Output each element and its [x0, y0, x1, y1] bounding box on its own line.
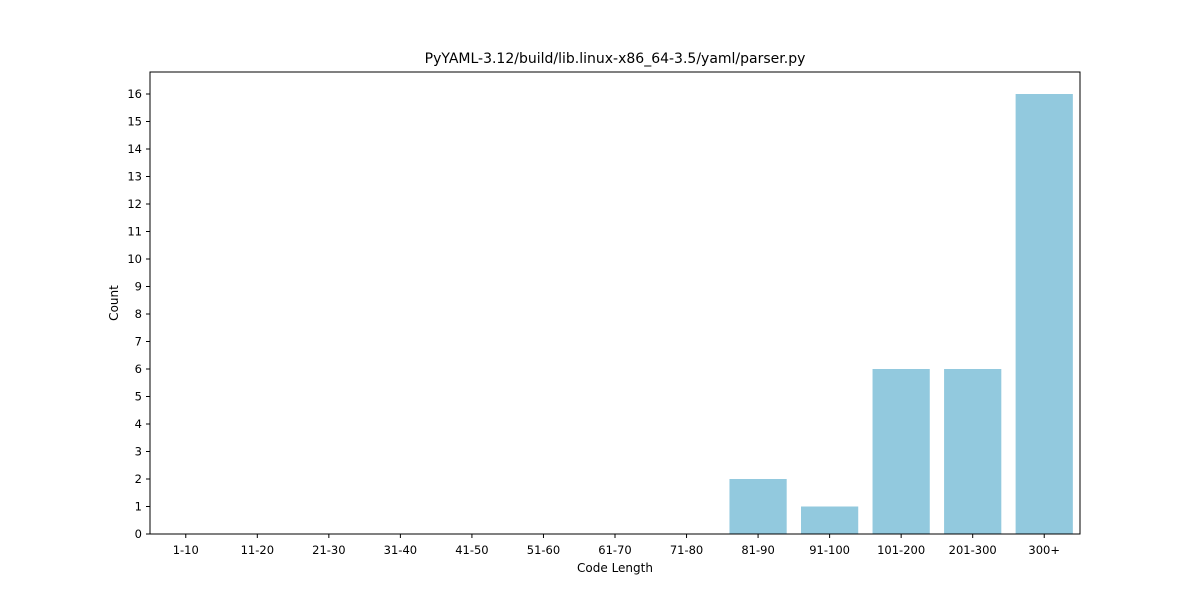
y-tick-label: 16 [127, 87, 142, 101]
x-tick-label: 101-200 [877, 543, 925, 557]
y-tick-label: 1 [135, 500, 142, 514]
y-tick-label: 8 [135, 307, 142, 321]
y-axis-label: Count [107, 285, 121, 321]
chart-title: PyYAML-3.12/build/lib.linux-x86_64-3.5/y… [425, 51, 806, 67]
y-tick-label: 12 [127, 197, 142, 211]
bar-201-300 [944, 369, 1002, 534]
x-tick-label: 81-90 [741, 543, 774, 557]
x-axis-label: Code Length [577, 561, 653, 575]
bar-101-200 [872, 369, 930, 534]
x-tick-label: 31-40 [384, 543, 417, 557]
y-tick-label: 2 [135, 472, 142, 486]
x-tick-label: 11-20 [241, 543, 274, 557]
y-tick-label: 11 [127, 225, 142, 239]
plot-frame [149, 71, 1081, 535]
x-tick-label: 61-70 [598, 543, 631, 557]
bar-91-100 [801, 506, 859, 534]
y-tick-label: 15 [127, 115, 142, 129]
x-tick-label: 71-80 [670, 543, 703, 557]
y-tick-label: 3 [135, 445, 142, 459]
x-axis-ticks: 1-10 11-20 21-30 31-40 41-50 51-60 61-70 71-80 8… [173, 534, 1060, 557]
x-tick-label: 300+ [1028, 543, 1060, 557]
bars-layer [729, 94, 1073, 534]
y-tick-label: 14 [127, 142, 142, 156]
x-tick-label: 91-100 [809, 543, 850, 557]
y-tick-label: 13 [127, 170, 142, 184]
y-tick-label: 0 [135, 527, 142, 541]
bar-300+ [1015, 94, 1073, 534]
y-tick-label: 5 [135, 390, 142, 404]
y-tick-label: 10 [127, 252, 142, 266]
y-tick-label: 7 [135, 335, 142, 349]
x-tick-label: 51-60 [527, 543, 560, 557]
x-tick-label: 21-30 [312, 543, 345, 557]
x-tick-label: 1-10 [173, 543, 199, 557]
y-tick-label: 6 [135, 362, 142, 376]
y-tick-label: 4 [135, 417, 142, 431]
x-tick-label: 41-50 [455, 543, 488, 557]
x-tick-label: 201-300 [949, 543, 997, 557]
y-tick-label: 9 [135, 280, 142, 294]
bar-81-90 [729, 479, 787, 534]
